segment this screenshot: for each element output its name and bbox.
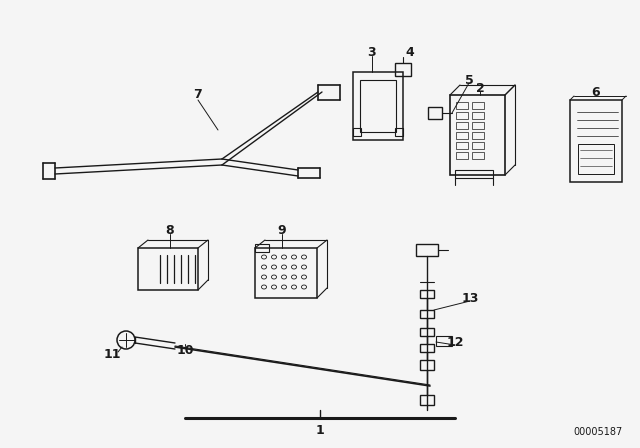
Text: 12: 12 xyxy=(446,336,464,349)
Bar xyxy=(456,102,468,109)
Text: 8: 8 xyxy=(166,224,174,237)
Text: 4: 4 xyxy=(406,46,414,59)
Text: 7: 7 xyxy=(194,89,202,102)
Bar xyxy=(360,80,396,132)
Bar xyxy=(420,328,434,336)
Bar xyxy=(472,142,484,149)
Bar xyxy=(428,107,442,119)
Text: 6: 6 xyxy=(592,86,600,99)
Text: 13: 13 xyxy=(461,292,479,305)
Bar xyxy=(395,63,411,76)
Bar xyxy=(420,360,434,370)
Bar xyxy=(420,344,434,352)
Bar xyxy=(456,132,468,139)
Text: 11: 11 xyxy=(103,349,121,362)
Bar xyxy=(420,290,434,298)
Bar xyxy=(436,336,452,346)
Bar xyxy=(456,112,468,119)
Text: 9: 9 xyxy=(278,224,286,237)
Text: 5: 5 xyxy=(465,73,474,86)
Bar xyxy=(456,122,468,129)
Bar xyxy=(472,112,484,119)
Bar xyxy=(395,128,403,136)
Bar xyxy=(138,248,198,290)
Bar xyxy=(416,244,438,256)
Bar xyxy=(456,142,468,149)
Text: 00005187: 00005187 xyxy=(573,427,623,437)
Text: 10: 10 xyxy=(176,344,194,357)
Bar xyxy=(450,95,505,175)
Bar xyxy=(255,248,317,298)
Bar xyxy=(578,144,614,174)
Bar xyxy=(472,122,484,129)
Bar xyxy=(353,72,403,140)
Bar xyxy=(353,128,361,136)
Text: 1: 1 xyxy=(316,423,324,436)
Bar xyxy=(456,152,468,159)
Bar xyxy=(255,244,269,252)
Bar xyxy=(472,152,484,159)
Text: 2: 2 xyxy=(476,82,484,95)
Bar xyxy=(420,310,434,318)
Bar xyxy=(420,395,434,405)
Bar xyxy=(455,170,493,178)
Bar xyxy=(472,132,484,139)
Bar xyxy=(472,102,484,109)
Bar xyxy=(570,100,622,182)
Text: 3: 3 xyxy=(368,47,376,60)
